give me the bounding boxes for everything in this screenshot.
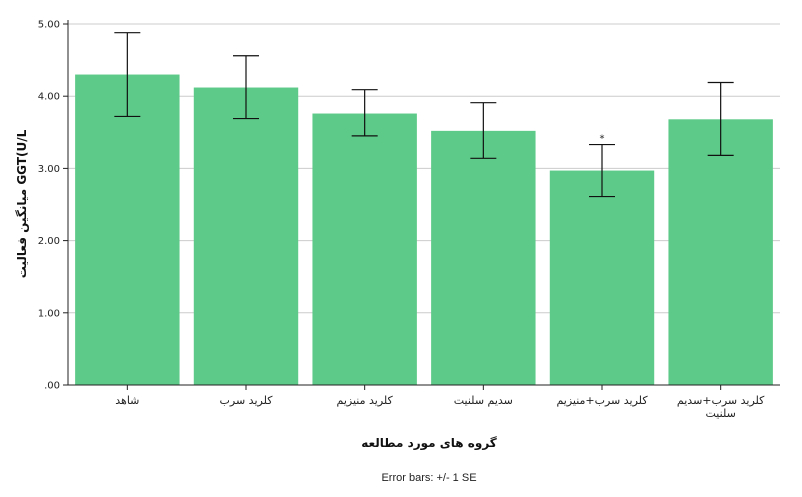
x-category-labels: شاهد کلرید سرب کلرید منیزیم سدیم سلنیت کلرید… [115, 394, 765, 420]
bar [193, 87, 299, 385]
y-tick-label: 5.00 [38, 20, 60, 31]
bars [75, 74, 773, 385]
bar [312, 113, 417, 385]
bar [668, 119, 773, 385]
gridlines [68, 23, 780, 314]
bar [75, 74, 180, 385]
x-category-label: کلرید سرب+سدیم [677, 394, 765, 407]
axes [63, 20, 780, 390]
x-category-label: سدیم سلنیت [454, 394, 513, 407]
y-tick-label: 2.00 [38, 236, 60, 247]
significance-marker: * [600, 134, 605, 145]
y-tick-label: 3.00 [38, 164, 60, 175]
y-tick-label: 1.00 [38, 308, 60, 319]
y-tick-labels: .00 1.00 2.00 3.00 4.00 5.00 [38, 20, 60, 392]
error-bars-note: Error bars: +/- 1 SE [381, 472, 476, 484]
y-axis-title: میانگین فعالیت GGT(U/L [15, 129, 29, 278]
x-category-label: کلرید منیزیم [337, 394, 394, 407]
x-category-label: کلرید سرب [220, 394, 274, 407]
y-tick-label: .00 [44, 381, 60, 392]
x-axis-title: گروه های مورد مطالعه [361, 436, 497, 451]
error-bars: * [114, 32, 734, 198]
x-category-label: کلرید سرب+منیزیم [556, 394, 648, 407]
bar [549, 170, 655, 385]
x-category-label: شاهد [115, 394, 139, 407]
bar [431, 130, 536, 385]
y-tick-label: 4.00 [38, 92, 60, 103]
x-category-label: سلنیت [706, 407, 736, 420]
